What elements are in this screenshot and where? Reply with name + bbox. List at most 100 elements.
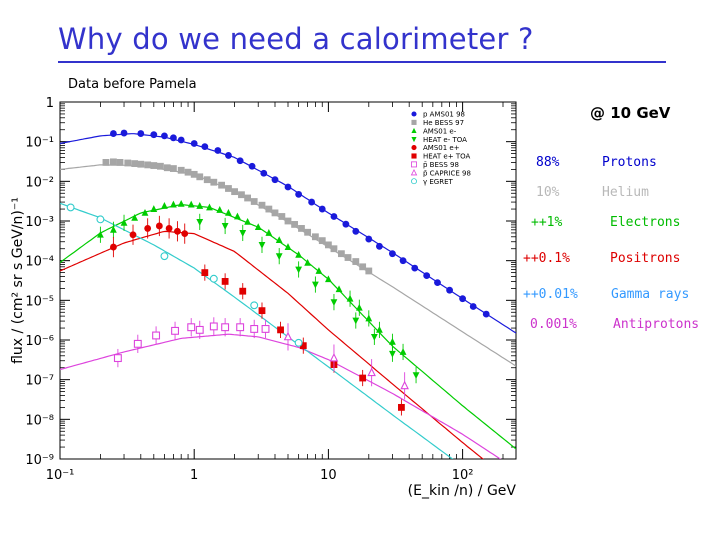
data-point — [170, 134, 177, 142]
data-point — [399, 257, 407, 265]
data-point — [120, 218, 128, 226]
data-point — [304, 258, 312, 266]
data-point — [234, 212, 241, 220]
data-point — [258, 307, 266, 315]
data-point — [291, 221, 299, 228]
data-point — [389, 250, 396, 258]
legend-label: AMS01 e- — [423, 127, 457, 135]
data-point — [170, 165, 177, 172]
fraction-value: 0.001% — [530, 317, 577, 332]
data-point — [295, 190, 303, 198]
data-point — [284, 243, 292, 250]
data-point — [209, 322, 218, 331]
legend-marker — [411, 161, 417, 168]
data-point — [459, 295, 466, 303]
x-tick-label: 10⁻¹ — [46, 468, 75, 483]
data-point — [277, 326, 284, 334]
x-tick-label: 10 — [320, 468, 337, 483]
data-point — [184, 168, 192, 176]
data-point — [330, 245, 338, 253]
data-point — [177, 166, 185, 174]
y-tick-label: 10⁻⁹ — [25, 453, 54, 468]
data-point — [120, 129, 128, 137]
data-point — [359, 374, 367, 382]
data-point — [295, 250, 303, 258]
data-point — [258, 241, 266, 249]
data-point — [365, 235, 373, 243]
data-point — [315, 267, 323, 274]
data-point — [196, 218, 204, 226]
energy-label: @ 10 GeV — [590, 104, 671, 122]
slide-subtitle: Data before Pamela — [68, 77, 197, 92]
data-point — [298, 225, 305, 232]
legend-marker — [411, 178, 417, 185]
data-point — [283, 331, 293, 341]
x-tick-label: 10² — [452, 468, 474, 483]
data-point — [150, 131, 158, 139]
data-point — [181, 230, 189, 238]
slide-title: Why do we need a calorimeter ? — [58, 22, 534, 56]
data-point — [250, 198, 258, 205]
data-point — [141, 209, 149, 216]
data-point — [236, 323, 245, 332]
data-point — [190, 140, 198, 147]
data-point — [225, 209, 232, 216]
fraction-label: Antiprotons — [613, 317, 700, 332]
data-point — [400, 380, 409, 390]
data-point — [216, 206, 224, 213]
data-point — [150, 205, 158, 212]
data-point — [221, 223, 229, 230]
data-point — [203, 176, 211, 184]
data-point — [113, 354, 122, 363]
data-point — [244, 194, 252, 202]
data-point — [308, 198, 316, 206]
data-point — [110, 130, 117, 137]
x-tick-label: 1 — [190, 468, 198, 483]
data-point — [399, 348, 407, 355]
data-point — [210, 178, 218, 186]
data-point — [271, 176, 279, 184]
data-point — [137, 160, 145, 168]
y-tick-label: 10⁻⁵ — [25, 294, 54, 309]
data-point — [131, 213, 139, 221]
data-point — [260, 169, 268, 177]
data-point — [160, 252, 169, 261]
y-tick-label: 10⁻¹ — [25, 136, 54, 151]
data-point — [342, 220, 350, 228]
data-point — [225, 185, 232, 192]
data-point — [294, 338, 303, 347]
data-point — [318, 237, 326, 245]
data-point — [133, 339, 142, 348]
data-point — [221, 278, 229, 285]
data-point — [275, 236, 283, 243]
data-point — [338, 250, 345, 258]
fraction-label: Helium — [602, 185, 649, 200]
data-point — [330, 213, 338, 220]
legend-label: He BESS 97 — [423, 119, 464, 127]
data-point — [248, 162, 256, 170]
legend-label: HEAT e- TOA — [423, 136, 467, 144]
flux-chart: 10⁻⁹ 10⁻⁸ 10⁻⁷ 10⁻⁶ 10⁻⁵ 10⁻⁴ 10⁻³ 10⁻² 10⁻¹ 1 10⁻… — [10, 96, 517, 499]
data-point — [330, 299, 338, 307]
data-point — [265, 229, 273, 236]
data-point — [96, 215, 105, 224]
data-point — [250, 324, 259, 333]
fraction-label: Positrons — [610, 251, 681, 266]
data-point — [110, 243, 117, 251]
fraction-label: Gamma rays — [611, 287, 690, 302]
data-point — [144, 225, 152, 232]
data-point — [271, 209, 279, 217]
data-point — [411, 264, 419, 272]
data-point — [201, 143, 209, 151]
data-point — [225, 152, 232, 159]
data-point — [284, 183, 292, 191]
data-point — [365, 267, 373, 275]
legend-marker — [411, 127, 417, 133]
data-point — [236, 157, 244, 165]
legend-marker — [411, 111, 417, 117]
fraction-value: ++0.1% — [523, 251, 570, 266]
data-point — [201, 269, 209, 277]
data-point — [284, 217, 292, 225]
fraction-value: 88% — [536, 155, 560, 170]
